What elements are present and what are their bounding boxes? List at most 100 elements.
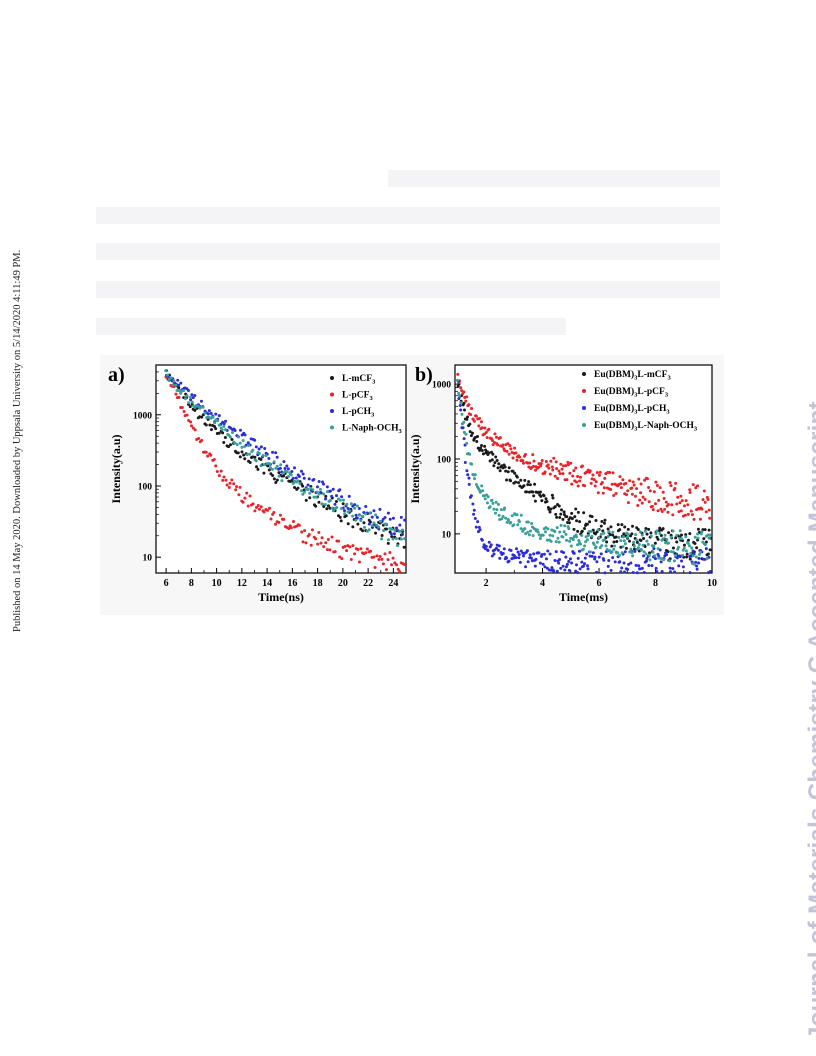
data-point — [574, 507, 578, 511]
data-point — [364, 512, 368, 516]
data-point — [275, 478, 279, 482]
data-point — [335, 494, 339, 498]
data-point — [466, 473, 470, 477]
data-point — [561, 564, 565, 568]
data-point — [211, 415, 215, 419]
data-point — [477, 525, 481, 529]
data-point — [325, 507, 329, 511]
data-point — [640, 533, 644, 537]
data-point — [507, 559, 511, 563]
data-point — [309, 543, 313, 547]
y-tick-label: 1000 — [133, 411, 152, 421]
data-point — [626, 489, 630, 493]
data-point — [215, 470, 219, 474]
data-point — [627, 562, 631, 566]
y-tick-label: 1000 — [432, 381, 451, 391]
data-point — [259, 445, 263, 449]
data-point — [523, 527, 527, 531]
data-point — [558, 557, 562, 561]
data-point — [603, 538, 607, 542]
data-point — [462, 408, 466, 412]
data-point — [600, 480, 604, 484]
panel-a: 6 8 10 12 14 16 18 20 22 24 10 100 1000 Time(ns) Inten… — [108, 364, 407, 604]
data-point — [401, 532, 405, 536]
data-point — [593, 555, 597, 559]
data-point — [705, 556, 709, 560]
data-point — [513, 471, 517, 475]
data-point — [196, 404, 200, 408]
data-point — [355, 516, 359, 520]
data-point — [468, 422, 472, 426]
data-point — [679, 494, 683, 498]
data-point — [696, 532, 700, 536]
data-point — [197, 437, 201, 441]
data-point — [708, 570, 712, 574]
data-point — [647, 564, 651, 568]
data-point — [584, 535, 588, 539]
data-point — [659, 534, 663, 538]
data-point — [235, 485, 239, 489]
data-point — [302, 476, 306, 480]
data-point — [544, 497, 548, 501]
data-point — [542, 494, 546, 498]
data-point — [525, 549, 529, 553]
data-point — [325, 490, 329, 494]
data-point — [390, 535, 394, 539]
data-point — [580, 529, 584, 533]
data-point — [504, 516, 508, 520]
data-point — [658, 526, 662, 530]
data-point — [246, 504, 250, 508]
data-point — [639, 539, 643, 543]
data-point — [384, 568, 388, 572]
data-point — [559, 566, 563, 570]
data-point — [541, 533, 545, 537]
data-point — [603, 571, 607, 575]
data-point — [603, 518, 607, 522]
data-point — [581, 564, 585, 568]
data-point — [519, 513, 523, 517]
data-point — [169, 376, 173, 380]
data-point — [649, 531, 653, 535]
data-point — [282, 474, 286, 478]
data-point — [464, 432, 468, 436]
data-point — [654, 480, 658, 484]
data-point — [626, 567, 630, 571]
data-point — [228, 481, 232, 485]
data-point — [340, 495, 344, 499]
data-point — [472, 419, 476, 423]
data-point — [299, 469, 303, 473]
data-point — [686, 538, 690, 542]
data-point — [706, 497, 710, 501]
data-point — [312, 478, 316, 482]
data-point — [490, 439, 494, 443]
data-point — [353, 552, 357, 556]
data-point — [660, 509, 664, 513]
data-point — [574, 466, 578, 470]
data-point — [467, 482, 471, 486]
data-point — [257, 451, 261, 455]
data-point — [355, 504, 359, 508]
data-point — [341, 498, 345, 502]
data-point — [620, 551, 624, 555]
data-point — [380, 537, 384, 541]
data-point — [539, 462, 543, 466]
data-point — [482, 494, 486, 498]
data-point — [624, 481, 628, 485]
data-point — [641, 495, 645, 499]
data-point — [571, 538, 575, 542]
data-point — [544, 557, 548, 561]
data-point — [459, 386, 463, 390]
data-point — [653, 541, 657, 545]
data-point — [560, 467, 564, 471]
data-point — [503, 506, 507, 510]
data-point — [209, 453, 213, 457]
data-point — [592, 478, 596, 482]
data-point — [240, 445, 244, 449]
data-point — [472, 508, 476, 512]
data-point — [297, 475, 301, 479]
data-point — [487, 427, 491, 431]
data-point — [551, 496, 555, 500]
data-point — [253, 438, 257, 442]
data-point — [322, 492, 326, 496]
data-point — [550, 465, 554, 469]
